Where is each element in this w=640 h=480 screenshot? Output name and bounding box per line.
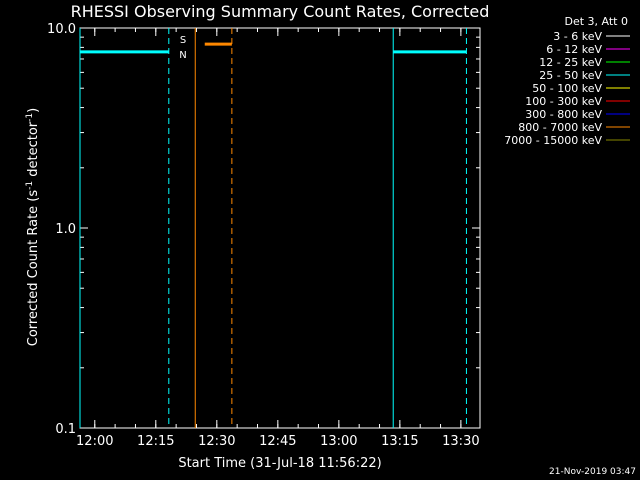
y-axis-label-sup2: -1 bbox=[25, 113, 35, 122]
y-axis-label-end: ) bbox=[26, 108, 41, 113]
x-tick-label: 12:00 bbox=[76, 434, 113, 449]
y-tick-label: 0.1 bbox=[55, 422, 76, 437]
legend-header: Det 3, Att 0 bbox=[565, 15, 629, 28]
data-series bbox=[80, 42, 467, 54]
time-markers bbox=[79, 28, 467, 428]
x-tick-label: 13:15 bbox=[381, 434, 418, 449]
legend-label: 300 - 800 keV bbox=[525, 108, 602, 121]
legend-label: 7000 - 15000 keV bbox=[504, 134, 602, 147]
x-tick-label: 12:45 bbox=[259, 434, 296, 449]
y-tick-label: 1.0 bbox=[55, 222, 76, 237]
x-tick-label: 12:15 bbox=[137, 434, 174, 449]
legend-label: 800 - 7000 keV bbox=[518, 121, 602, 134]
flag-annotation: S bbox=[180, 35, 186, 46]
x-tick-label: 12:30 bbox=[198, 434, 235, 449]
y-axis-label-main: Corrected Count Rate (s bbox=[26, 190, 41, 347]
y-axis-label-sup1: -1 bbox=[25, 181, 35, 190]
x-tick-label: 13:30 bbox=[442, 434, 479, 449]
legend-label: 12 - 25 keV bbox=[539, 56, 602, 69]
y-tick-label: 10.0 bbox=[47, 22, 76, 37]
tick-marks: 12:00 12:15 12:30 12:45 13:00 13:15 13:30 10.0 1… bbox=[47, 22, 480, 449]
flag-annotation: N bbox=[179, 50, 186, 61]
chart-title: RHESSI Observing Summary Count Rates, Co… bbox=[71, 2, 490, 21]
plot-frame bbox=[79, 27, 481, 429]
footer-date: 21-Nov-2019 03:47 bbox=[549, 467, 636, 477]
legend-label: 25 - 50 keV bbox=[539, 69, 602, 82]
axes bbox=[79, 27, 481, 429]
x-axis-label: Start Time (31-Jul-18 11:56:22) bbox=[178, 456, 381, 471]
legend-label: 6 - 12 keV bbox=[546, 43, 602, 56]
legend-label: 3 - 6 keV bbox=[553, 30, 602, 43]
annotations: SN bbox=[179, 35, 186, 61]
y-axis-label-mid: detector bbox=[26, 121, 41, 181]
legend-label: 50 - 100 keV bbox=[532, 82, 602, 95]
x-tick-label: 13:00 bbox=[320, 434, 357, 449]
legend-label: 100 - 300 keV bbox=[525, 95, 602, 108]
y-axis-label: Corrected Count Rate (s-1 detector-1) bbox=[25, 108, 41, 346]
